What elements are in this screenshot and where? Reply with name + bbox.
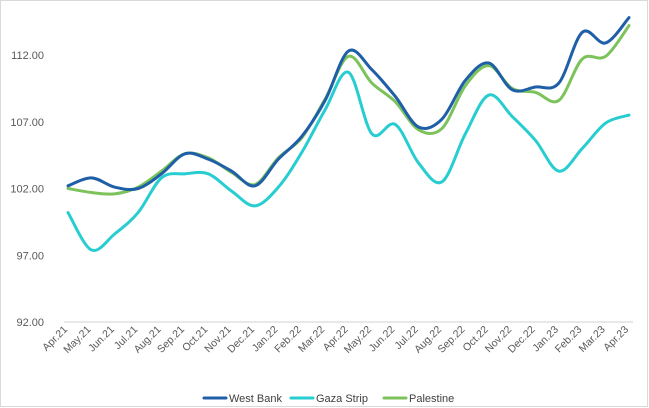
y-tick-label: 97.00 bbox=[16, 250, 44, 262]
legend-label: West Bank bbox=[229, 393, 282, 405]
series-line-palestine bbox=[66, 24, 631, 196]
y-tick-label: 112.00 bbox=[11, 50, 44, 62]
y-tick-label: 107.00 bbox=[10, 117, 44, 129]
series-line-west-bank bbox=[66, 16, 631, 192]
x-tick-label: Jun.22 bbox=[367, 324, 398, 355]
x-axis: Apr.21May.21Jun.21Jul.21Aug.21Sep.21Oct.… bbox=[40, 324, 631, 356]
x-tick-label: Jun.21 bbox=[86, 324, 117, 355]
series-group bbox=[66, 16, 631, 252]
legend-label: Palestine bbox=[409, 393, 454, 405]
y-axis: 92.00 97.00 102.00 107.00 112.00 bbox=[10, 50, 44, 329]
y-tick-label: 92.00 bbox=[16, 317, 44, 329]
legend-label: Gaza Strip bbox=[316, 393, 368, 405]
x-tick-label: Mar.22 bbox=[296, 324, 327, 355]
series-line-gaza-strip bbox=[66, 70, 631, 252]
y-tick-label: 102.00 bbox=[10, 184, 44, 196]
x-tick-label: Mar.23 bbox=[577, 324, 608, 355]
x-tick-label: Apr.23 bbox=[601, 324, 631, 354]
legend: West Bank Gaza Strip Palestine bbox=[202, 393, 454, 405]
